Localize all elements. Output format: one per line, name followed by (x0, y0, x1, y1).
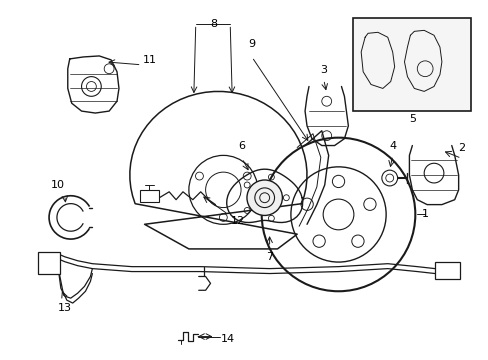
Text: 11: 11 (142, 55, 156, 65)
Bar (140, 190, 159, 202)
Text: 10: 10 (51, 180, 65, 190)
Text: 6: 6 (238, 140, 245, 150)
Text: 1: 1 (421, 210, 428, 220)
Circle shape (246, 180, 282, 215)
Text: 13: 13 (58, 303, 72, 313)
Text: 12: 12 (230, 216, 244, 226)
Text: 7: 7 (265, 252, 273, 262)
Text: 8: 8 (209, 19, 217, 30)
Text: 2: 2 (457, 144, 464, 153)
Text: 9: 9 (248, 39, 255, 49)
Text: 5: 5 (408, 114, 415, 124)
Text: 14: 14 (221, 334, 235, 345)
Bar (38, 252, 60, 274)
Text: 3: 3 (320, 65, 326, 75)
Text: 4: 4 (388, 140, 395, 150)
Bar (434, 262, 459, 279)
Bar (352, 18, 470, 111)
